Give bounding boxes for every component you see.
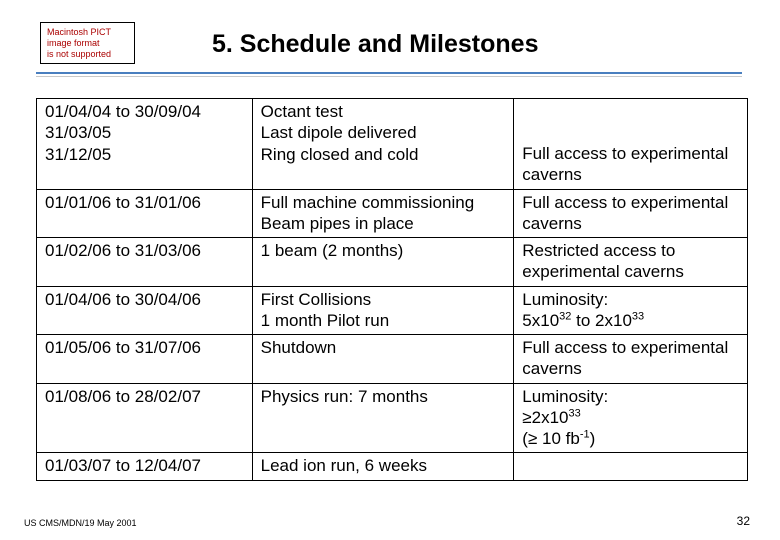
table-row: 01/01/06 to 31/01/06Full machine commiss… <box>37 189 748 238</box>
table-row: 01/08/06 to 28/02/07Physics run: 7 month… <box>37 383 748 453</box>
note-cell: Restricted access to experimental cavern… <box>514 238 748 287</box>
rule-grey <box>36 76 742 77</box>
milestone-cell: Shutdown <box>252 335 514 384</box>
note-cell <box>514 453 748 480</box>
schedule-table: 01/04/04 to 30/09/0431/03/0531/12/05Octa… <box>36 98 748 481</box>
note-cell: Luminosity:≥2x1033(≥ 10 fb-1) <box>514 383 748 453</box>
note-cell: Full access to experimental caverns <box>514 99 748 190</box>
milestone-cell: Lead ion run, 6 weeks <box>252 453 514 480</box>
date-cell: 01/05/06 to 31/07/06 <box>37 335 253 384</box>
image-placeholder: Macintosh PICTimage formatis not support… <box>40 22 135 64</box>
note-cell: Full access to experimental caverns <box>514 335 748 384</box>
date-cell: 01/04/06 to 30/04/06 <box>37 286 253 335</box>
milestone-cell: Physics run: 7 months <box>252 383 514 453</box>
rule-blue <box>36 72 742 74</box>
footer-left: US CMS/MDN/19 May 2001 <box>24 518 137 528</box>
table-row: 01/02/06 to 31/03/061 beam (2 months)Res… <box>37 238 748 287</box>
note-cell: Luminosity:5x1032 to 2x1033 <box>514 286 748 335</box>
table-row: 01/04/04 to 30/09/0431/03/0531/12/05Octa… <box>37 99 748 190</box>
date-cell: 01/08/06 to 28/02/07 <box>37 383 253 453</box>
slide: Macintosh PICTimage formatis not support… <box>0 0 780 540</box>
date-cell: 01/02/06 to 31/03/06 <box>37 238 253 287</box>
table-row: 01/03/07 to 12/04/07Lead ion run, 6 week… <box>37 453 748 480</box>
milestone-cell: First Collisions1 month Pilot run <box>252 286 514 335</box>
date-cell: 01/04/04 to 30/09/0431/03/0531/12/05 <box>37 99 253 190</box>
table-row: 01/04/06 to 30/04/06First Collisions1 mo… <box>37 286 748 335</box>
note-cell: Full access to experimental caverns <box>514 189 748 238</box>
page-title: 5. Schedule and Milestones <box>212 30 538 59</box>
milestone-cell: Full machine commissioningBeam pipes in … <box>252 189 514 238</box>
date-cell: 01/03/07 to 12/04/07 <box>37 453 253 480</box>
table-row: 01/05/06 to 31/07/06ShutdownFull access … <box>37 335 748 384</box>
milestone-cell: Octant testLast dipole deliveredRing clo… <box>252 99 514 190</box>
page-number: 32 <box>737 514 750 528</box>
header: Macintosh PICTimage formatis not support… <box>0 0 780 78</box>
content: 01/04/04 to 30/09/0431/03/0531/12/05Octa… <box>36 98 748 481</box>
date-cell: 01/01/06 to 31/01/06 <box>37 189 253 238</box>
milestone-cell: 1 beam (2 months) <box>252 238 514 287</box>
placeholder-text: Macintosh PICTimage formatis not support… <box>47 27 111 59</box>
